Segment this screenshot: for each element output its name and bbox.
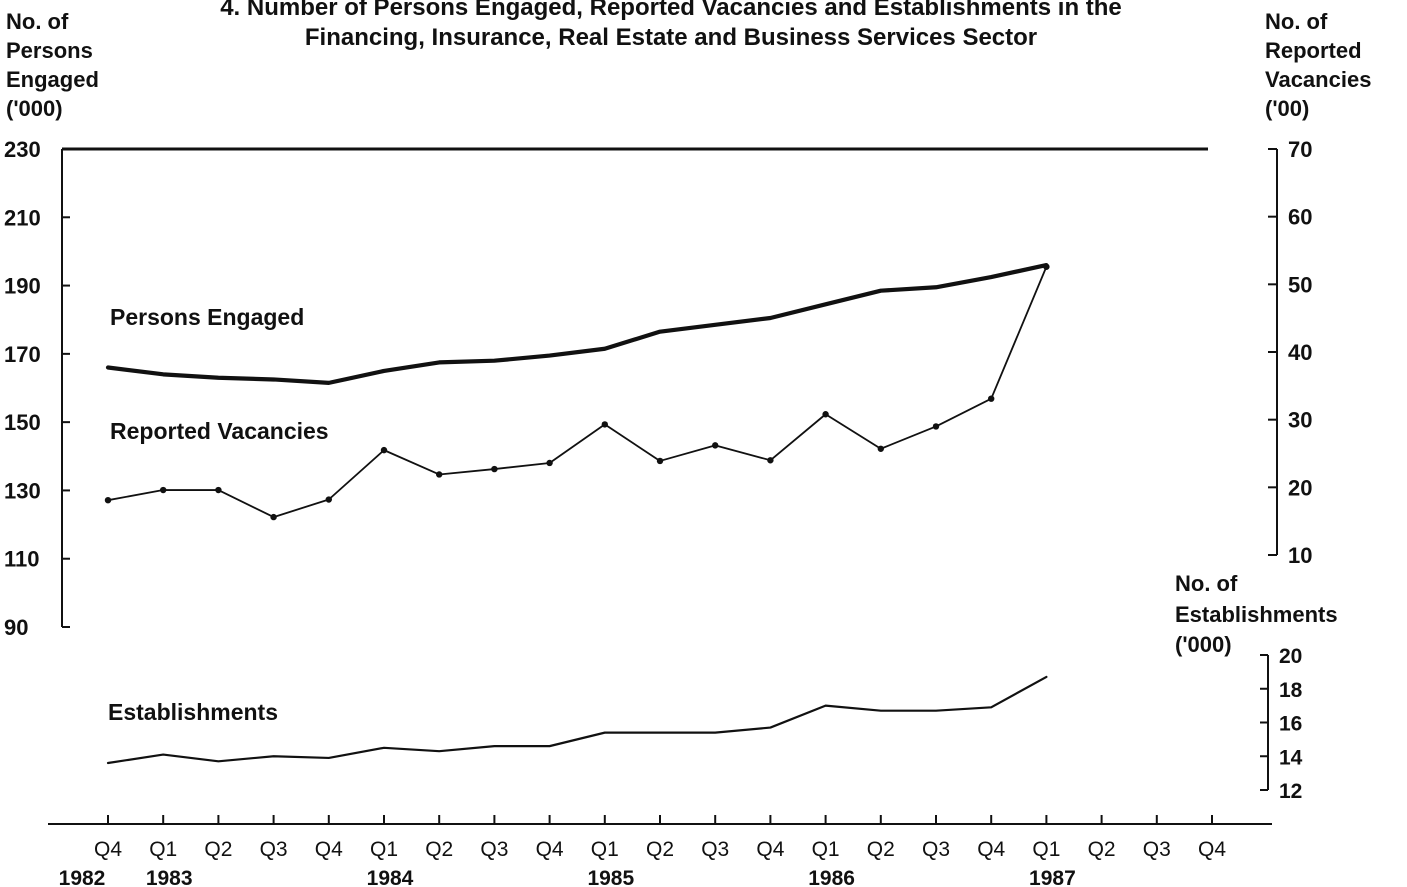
series-label: Establishments xyxy=(108,699,278,725)
tick-labels: 230 210 190 170 150 130 110 90 70 60 50 40 30 20 10 20 1… xyxy=(4,137,1312,803)
series-point xyxy=(215,486,222,494)
x-axis-quarter-label: Q3 xyxy=(1143,838,1171,861)
right-axis-title-line: ('00) xyxy=(1265,96,1309,121)
x-axis-quarter-label: Q2 xyxy=(204,838,232,861)
x-axis-quarter-label: Q1 xyxy=(370,838,398,861)
left-axis-title: No. of Persons Engaged ('000) xyxy=(6,9,99,121)
x-axis-year-label: 1986 xyxy=(808,867,855,887)
left-axis-title-line: Persons xyxy=(6,38,93,63)
left-axis-tick-label: 110 xyxy=(4,547,40,572)
x-axis-year-label: 1983 xyxy=(146,867,193,887)
right-axis-title-line: Reported xyxy=(1265,38,1362,63)
series-point xyxy=(712,442,719,449)
right-axis-tick-label: 60 xyxy=(1288,205,1312,230)
x-axis-labels: Q4 Q1 Q2 Q3 Q4 Q1 Q2 Q3 Q4 Q1 Q2 Q3 Q4 Q1 Q2 Q3 Q4 Q1 Q2 Q3… xyxy=(59,838,1227,887)
series-line-establishments xyxy=(106,675,1048,765)
series-point xyxy=(1043,263,1050,270)
x-axis-quarter-label: Q3 xyxy=(260,838,288,861)
x-axis-quarter-label: Q4 xyxy=(315,838,343,861)
series-point xyxy=(380,446,388,454)
chart-titles: 4. Number of Persons Engaged, Reported V… xyxy=(220,0,1122,51)
establishments-axis-tick-label: 20 xyxy=(1279,645,1302,668)
x-axis-quarter-label: Q2 xyxy=(1088,838,1116,861)
series-labels: Persons Engaged Reported Vacancies Establi… xyxy=(108,304,329,725)
x-axis-quarter-label: Q4 xyxy=(1198,838,1226,861)
chart-title-line-2: Financing, Insurance, Real Estate and Bu… xyxy=(305,24,1037,51)
left-axis-tick-label: 130 xyxy=(4,478,41,503)
right-axis-title-line: Vacancies xyxy=(1265,67,1371,92)
x-axis-quarter-label: Q4 xyxy=(756,838,784,861)
left-axis-tick-label: 90 xyxy=(4,615,28,640)
establishments-axis-title: No. of Establishments ('000) xyxy=(1175,571,1338,657)
right-axis-title: No. of Reported Vacancies ('00) xyxy=(1265,9,1371,121)
x-axis-quarter-label: Q1 xyxy=(812,838,840,861)
x-axis-quarter-label: Q3 xyxy=(480,838,508,861)
x-axis-quarter-label: Q1 xyxy=(1032,838,1060,861)
series-point xyxy=(325,496,332,503)
establishments-axis-tick-label: 16 xyxy=(1279,713,1302,736)
right-axis-tick-label: 70 xyxy=(1288,137,1312,162)
establishments-axis-title-line: ('000) xyxy=(1175,632,1232,657)
establishments-axis-tick-label: 18 xyxy=(1279,679,1303,702)
left-axis-title-line: No. of xyxy=(6,9,69,34)
x-axis-year-label: 1985 xyxy=(587,867,634,887)
series-label: Persons Engaged xyxy=(110,304,304,330)
series-point xyxy=(160,486,167,494)
left-axis-tick-label: 190 xyxy=(4,274,41,299)
series-point xyxy=(822,411,829,418)
x-axis-quarter-label: Q4 xyxy=(94,838,122,861)
right-axis-tick-label: 40 xyxy=(1288,340,1312,365)
x-axis-quarter-label: Q4 xyxy=(536,838,564,861)
series-point xyxy=(601,421,608,428)
x-axis-quarter-label: Q1 xyxy=(149,838,177,861)
series-point xyxy=(988,395,995,402)
x-axis-quarter-label: Q3 xyxy=(922,838,950,861)
right-axis-tick-label: 30 xyxy=(1288,408,1312,433)
left-axis-tick-label: 170 xyxy=(4,342,41,367)
left-axis-title-line: Engaged xyxy=(6,67,99,92)
series-lines xyxy=(104,262,1050,765)
series-point xyxy=(877,445,884,452)
left-axis-tick-label: 230 xyxy=(4,137,41,162)
right-axis-tick-label: 50 xyxy=(1288,272,1312,297)
x-axis-quarter-label: Q4 xyxy=(977,838,1005,861)
right-axis-tick-label: 10 xyxy=(1288,543,1312,568)
series-point xyxy=(270,513,277,521)
left-axis-tick-label: 150 xyxy=(4,410,41,435)
x-axis-quarter-label: Q2 xyxy=(646,838,674,861)
x-axis-quarter-label: Q2 xyxy=(867,838,895,861)
left-axis-tick-label: 210 xyxy=(4,205,41,230)
series-point xyxy=(767,457,774,464)
series-line-persons-engaged xyxy=(105,262,1049,385)
x-axis-year-label: 1984 xyxy=(367,867,414,887)
x-axis-year-label: 1987 xyxy=(1029,867,1076,887)
left-axis-title-line: ('000) xyxy=(6,96,63,121)
establishments-axis-tick-label: 12 xyxy=(1279,780,1302,803)
x-axis-quarter-label: Q1 xyxy=(591,838,619,861)
x-axis-year-label: 1982 xyxy=(59,867,106,887)
right-axis-title-line: No. of xyxy=(1265,9,1328,34)
series-point xyxy=(656,457,664,465)
series-point xyxy=(932,423,940,430)
axes xyxy=(48,147,1278,825)
establishments-axis-tick-label: 14 xyxy=(1279,746,1303,769)
x-axis-quarter-label: Q2 xyxy=(425,838,453,861)
series-point xyxy=(436,471,443,478)
series-point xyxy=(104,496,112,504)
x-axis-quarter-label: Q3 xyxy=(701,838,729,861)
chart-title-line-1: 4. Number of Persons Engaged, Reported V… xyxy=(220,0,1122,21)
establishments-axis-title-line: No. of xyxy=(1175,571,1238,596)
series-point xyxy=(491,465,498,473)
series-line-reported-vacancies xyxy=(107,265,1048,519)
establishments-axis-title-line: Establishments xyxy=(1175,602,1338,627)
right-axis-tick-label: 20 xyxy=(1288,475,1312,500)
series-label: Reported Vacancies xyxy=(110,418,329,444)
series-point xyxy=(546,459,553,467)
